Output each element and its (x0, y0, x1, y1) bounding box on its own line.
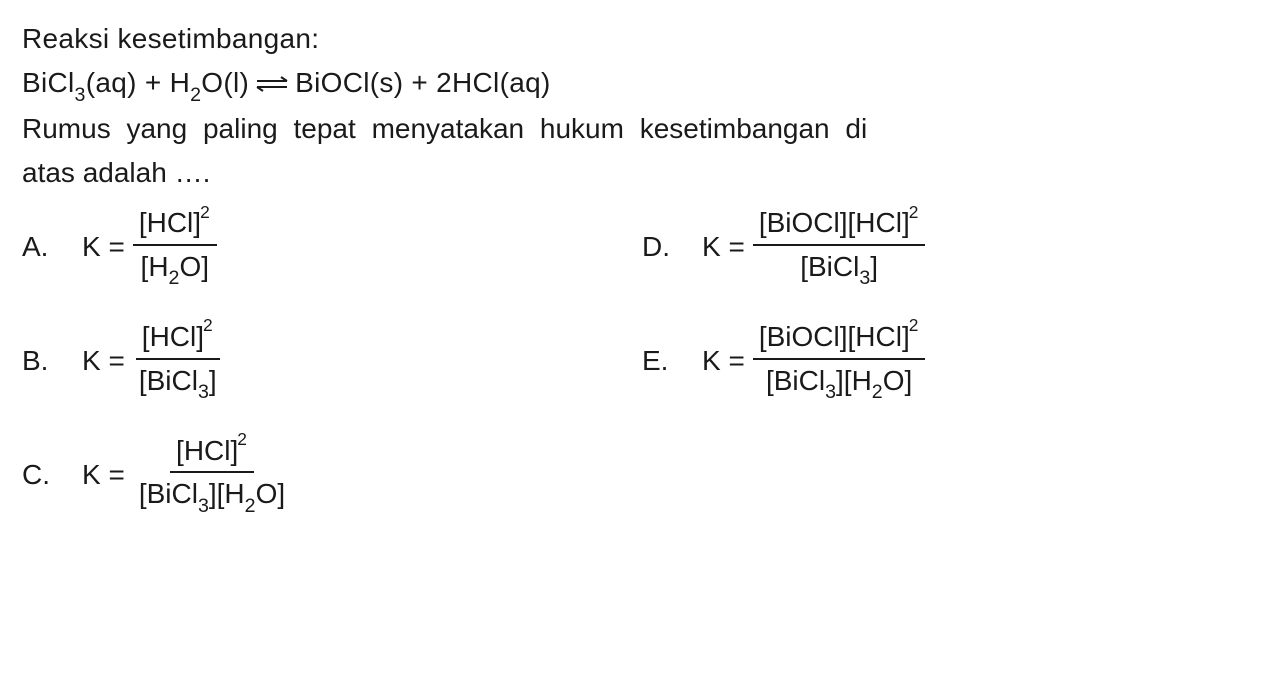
question-line3: atas adalah …. (22, 152, 1260, 194)
plus-sign: + (137, 67, 170, 98)
equation: BiCl3(aq) + H2O(l) BiOCl(s) + 2HCl(aq) (22, 62, 1260, 108)
option-d: D. K = [BiOCl][HCl]2 [BiCl3] (642, 204, 1262, 290)
option-a: A. K = [HCl]2 [H2O] (22, 204, 622, 290)
option-c: C. K = [HCl]2 [BiCl3][H2O] (22, 432, 622, 518)
formula-a: K = [HCl]2 [H2O] (82, 204, 217, 290)
plus-sign: + (403, 67, 436, 98)
rhs-term1: BiOCl(s) (295, 67, 403, 98)
option-letter: A. (22, 231, 58, 263)
option-letter: C. (22, 459, 58, 491)
option-b: B. K = [HCl]2 [BiCl3] (22, 318, 622, 404)
option-letter: B. (22, 345, 58, 377)
options-container: A. K = [HCl]2 [H2O] D. K = [BiOCl][HCl]2… (22, 204, 1260, 517)
equilibrium-arrow-icon (253, 64, 291, 106)
question-line2: Rumus yang paling tepat menyatakan hukum… (22, 108, 1260, 150)
rhs-term2: 2HCl(aq) (436, 67, 550, 98)
formula-d: K = [BiOCl][HCl]2 [BiCl3] (702, 204, 925, 290)
question-block: Reaksi kesetimbangan: BiCl3(aq) + H2O(l)… (22, 18, 1260, 194)
question-line1: Reaksi kesetimbangan: (22, 18, 1260, 60)
option-letter: E. (642, 345, 678, 377)
formula-e: K = [BiOCl][HCl]2 [BiCl3][H2O] (702, 318, 925, 404)
lhs-term1: BiCl3(aq) (22, 67, 137, 98)
formula-b: K = [HCl]2 [BiCl3] (82, 318, 223, 404)
lhs-term2: H2O(l) (170, 67, 250, 98)
option-letter: D. (642, 231, 678, 263)
formula-c: K = [HCl]2 [BiCl3][H2O] (82, 432, 291, 518)
option-e: E. K = [BiOCl][HCl]2 [BiCl3][H2O] (642, 318, 1262, 404)
